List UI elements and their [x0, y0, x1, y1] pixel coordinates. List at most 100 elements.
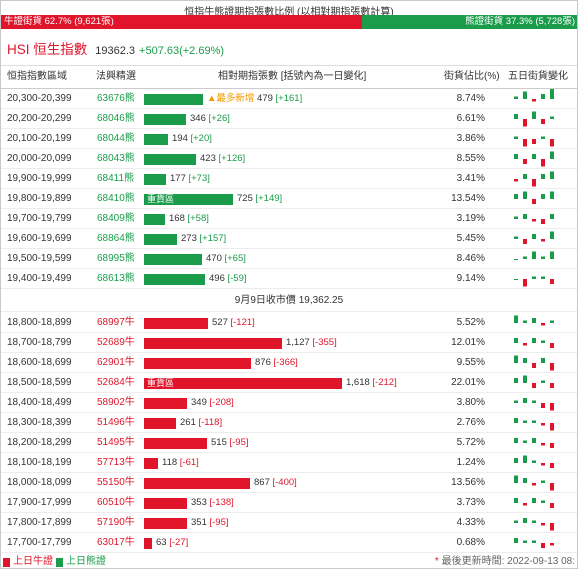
- sparkline-bar: [532, 400, 536, 403]
- warrant-code-link[interactable]: 68409熊: [97, 213, 135, 224]
- table-row: 20,000-20,099 68043熊 423 [+126] 8.55%: [1, 149, 577, 169]
- sparkline-bar: [541, 323, 545, 326]
- contracts-number: 261: [180, 417, 196, 428]
- index-name[interactable]: HSI 恒生指數: [7, 42, 88, 57]
- warrant-code-link[interactable]: 68046熊: [97, 113, 135, 124]
- range-cell: 17,700-17,799: [7, 537, 72, 548]
- sparkline-bar: [550, 543, 554, 546]
- contracts-delta: [+157]: [199, 233, 227, 244]
- sparkline-bar: [514, 520, 518, 523]
- share-pct: 4.33%: [456, 517, 485, 528]
- warrant-code-link[interactable]: 68043熊: [97, 153, 135, 164]
- sparkline-bar: [550, 214, 554, 219]
- sparkline-bar: [550, 423, 554, 431]
- contracts-value: 515 [-95]: [211, 433, 249, 453]
- sparkline-bar: [550, 320, 554, 323]
- table-row: 18,300-18,399 51496牛 261 [-118] 2.76%: [1, 413, 577, 433]
- warrant-code-link[interactable]: 68044熊: [97, 133, 135, 144]
- warrant-code-link[interactable]: 60510牛: [97, 497, 135, 508]
- contracts-delta: [+26]: [208, 113, 230, 124]
- share-pct: 8.55%: [456, 153, 485, 164]
- sparkline-bar: [532, 363, 536, 368]
- warrant-code-link[interactable]: 51495牛: [97, 437, 135, 448]
- range-cell: 18,400-18,499: [7, 397, 72, 408]
- share-pct: 1.24%: [456, 457, 485, 468]
- contracts-number: 349: [191, 397, 207, 408]
- table-row: 19,800-19,899 68410熊 重貨區 725 [+149] 13.54%: [1, 189, 577, 209]
- sparkline-bar: [532, 234, 536, 239]
- five-day-sparkline: [514, 231, 554, 244]
- sparkline-bar: [523, 518, 527, 523]
- sparkline-bar: [532, 483, 536, 486]
- five-day-sparkline: [514, 251, 554, 260]
- table-row: 19,400-19,499 68613熊 496 [-59] 9.14%: [1, 269, 577, 289]
- warrant-code-link[interactable]: 68613熊: [97, 273, 135, 284]
- contracts-value: 194 [+20]: [172, 129, 212, 149]
- contracts-value: 527 [-121]: [212, 313, 255, 333]
- warrant-code-link[interactable]: 51496牛: [97, 417, 135, 428]
- warrant-code-link[interactable]: 57713牛: [97, 457, 135, 468]
- warrant-code-link[interactable]: 68864熊: [97, 233, 135, 244]
- bear-ratio-segment: 熊證街貨 37.3% (5,728張): [362, 15, 577, 29]
- contracts-bar: [144, 478, 250, 489]
- contracts-number: 168: [169, 213, 185, 224]
- table-row: 19,900-19,999 68411熊 177 [+73] 3.41%: [1, 169, 577, 189]
- sparkline-bar: [514, 438, 518, 443]
- contracts-bar: [144, 134, 168, 145]
- most-added-tag: ▲最多新增: [207, 93, 255, 104]
- table-row: 19,600-19,699 68864熊 273 [+157] 5.45%: [1, 229, 577, 249]
- warrant-code-link[interactable]: 68411熊: [97, 173, 135, 184]
- warrant-code-link[interactable]: 63017牛: [97, 537, 135, 548]
- five-day-sparkline: [514, 375, 554, 388]
- range-cell: 19,900-19,999: [7, 173, 72, 184]
- sparkline-bar: [550, 89, 554, 99]
- warrant-code-link[interactable]: 68410熊: [97, 193, 135, 204]
- range-cell: 20,300-20,399: [7, 93, 72, 104]
- contracts-number: 1,618: [346, 377, 370, 388]
- warrant-code-link[interactable]: 55150牛: [97, 477, 135, 488]
- range-cell: 18,200-18,299: [7, 437, 72, 448]
- warrant-code-link[interactable]: 68995熊: [97, 253, 135, 264]
- sparkline-bar: [541, 340, 545, 343]
- range-cell: 18,600-18,699: [7, 357, 72, 368]
- contracts-value: 351 [-95]: [191, 513, 229, 533]
- table-row: 17,800-17,899 57190牛 351 [-95] 4.33%: [1, 513, 577, 533]
- warrant-code-link[interactable]: 68997牛: [97, 317, 135, 328]
- header-contracts: 相對期指張數 [括號內為一日變化]: [218, 71, 367, 82]
- warrant-code-link[interactable]: 52689牛: [97, 337, 135, 348]
- share-pct: 9.14%: [456, 273, 485, 284]
- share-pct: 5.45%: [456, 233, 485, 244]
- contracts-number: 63: [156, 537, 167, 548]
- sparkline-bar: [532, 111, 536, 119]
- contracts-value: 63 [-27]: [156, 533, 188, 553]
- sparkline-bar: [523, 256, 527, 259]
- sparkline-bar: [532, 219, 536, 222]
- warrant-code-link[interactable]: 57190牛: [97, 517, 135, 528]
- share-pct: 13.54%: [451, 193, 485, 204]
- sparkline-bar: [550, 483, 554, 491]
- contracts-number: 867: [254, 477, 270, 488]
- range-cell: 18,000-18,099: [7, 477, 72, 488]
- sparkline-bar: [541, 423, 545, 426]
- sparkline-bar: [550, 191, 554, 199]
- sparkline-bar: [523, 455, 527, 463]
- sparkline-bar: [541, 239, 545, 242]
- sparkline-bar: [532, 338, 536, 343]
- heavy-zone-tag: 重貨區: [147, 378, 175, 388]
- five-day-sparkline: [514, 418, 554, 431]
- contracts-bar: [144, 318, 208, 329]
- warrant-code-link[interactable]: 52684牛: [97, 377, 135, 388]
- contracts-delta: [+126]: [218, 153, 246, 164]
- sparkline-bar: [523, 119, 527, 127]
- contracts-delta: [-355]: [312, 337, 337, 348]
- legend-bull-label: 上日牛證: [13, 556, 53, 567]
- warrant-code-link[interactable]: 63676熊: [97, 93, 135, 104]
- contracts-delta: [+161]: [275, 93, 303, 104]
- share-pct: 13.56%: [451, 477, 485, 488]
- sparkline-bar: [541, 119, 545, 124]
- warrant-code-link[interactable]: 58902牛: [97, 397, 135, 408]
- asterisk-icon: *: [434, 556, 439, 567]
- warrant-code-link[interactable]: 62901牛: [97, 357, 135, 368]
- sparkline-bar: [523, 440, 527, 443]
- contracts-bar: [144, 438, 207, 449]
